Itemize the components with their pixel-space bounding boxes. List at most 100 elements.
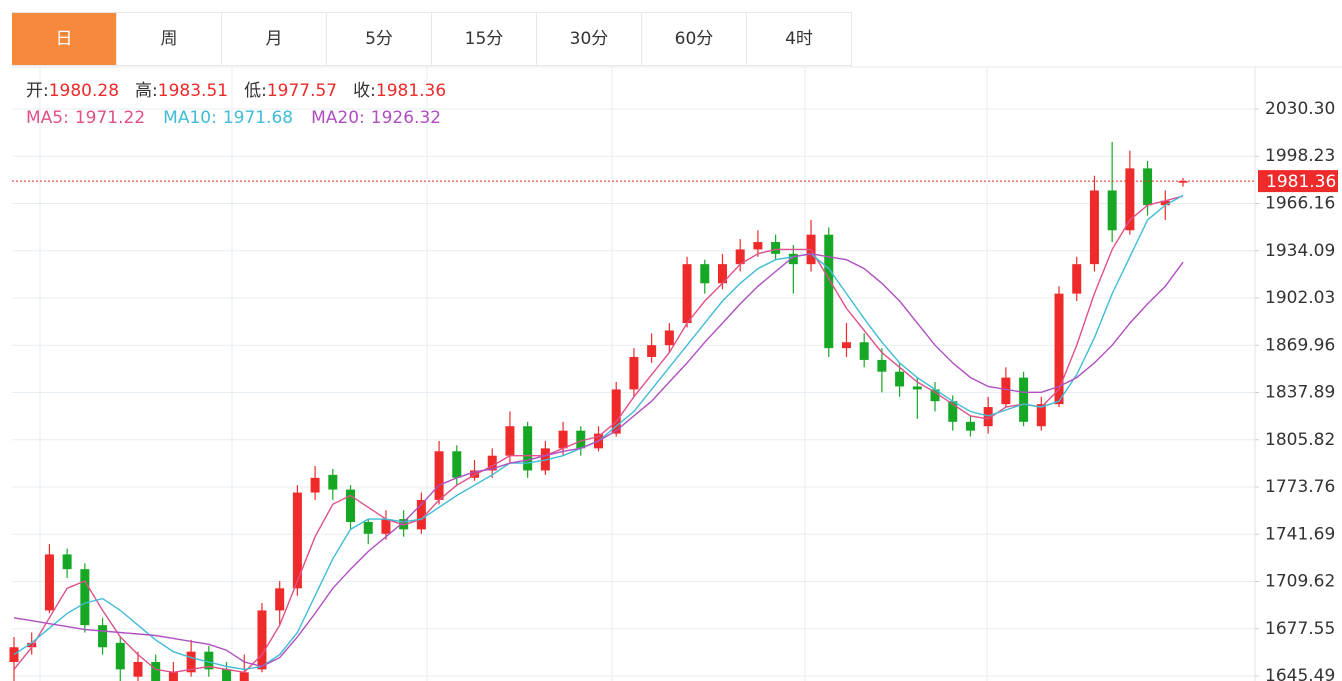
candle-body	[239, 672, 249, 681]
candle-body	[1036, 404, 1046, 427]
candle-body	[399, 519, 409, 530]
candle-body	[186, 651, 196, 673]
candle-body	[310, 477, 320, 493]
legend-value: 1926.32	[371, 108, 441, 128]
candle-body	[1001, 377, 1011, 405]
y-tick-label: 1709.62	[1265, 572, 1335, 592]
candle-body	[328, 474, 338, 490]
info-label: 高:	[135, 81, 158, 101]
y-tick-label: 2030.30	[1265, 99, 1335, 119]
candle-body	[1160, 200, 1170, 206]
candle-body	[824, 234, 834, 349]
candle-body	[1019, 377, 1029, 422]
candle-body	[682, 264, 692, 324]
ma-legend: MA5: 1971.22 MA10: 1971.68 MA20: 1926.32	[26, 108, 441, 128]
y-tick-label: 1773.76	[1265, 477, 1335, 497]
ma-line	[13, 195, 1184, 674]
candle-body	[753, 242, 763, 250]
candle-body	[895, 371, 905, 387]
candle-body	[62, 554, 72, 570]
candle-body	[257, 610, 267, 670]
candle-body	[1072, 264, 1082, 294]
info-value: 1977.57	[267, 81, 337, 101]
legend-value: 1971.68	[223, 108, 293, 128]
candle-body	[275, 588, 285, 611]
candle-body	[346, 489, 356, 523]
candle-body	[27, 642, 37, 648]
candle-body	[611, 389, 621, 434]
candle-body	[133, 661, 143, 677]
vertical-grid	[39, 67, 988, 681]
period-tab[interactable]: 5分	[327, 13, 432, 65]
period-tabs: 日周月 5分 15分 30分 60分 4时	[12, 12, 852, 66]
candle-body	[558, 430, 568, 449]
period-tab[interactable]: 30分	[537, 13, 642, 65]
candle-body	[80, 569, 90, 626]
candle-body	[381, 519, 391, 534]
candle-body	[788, 253, 798, 265]
candle-body	[717, 264, 727, 284]
candle-body	[98, 625, 108, 648]
period-tab[interactable]: 60分	[642, 13, 747, 65]
candle-body	[523, 426, 533, 471]
y-tick-label: 1902.03	[1265, 288, 1335, 308]
legend-name: MA5:	[26, 108, 69, 128]
info-value: 1983.51	[158, 81, 228, 101]
candle-body	[859, 342, 869, 360]
ohlc-info: 开:1980.28 高:1983.51 低:1977.57 收:1981.36	[26, 81, 446, 101]
candle-body	[948, 401, 958, 422]
candle-body	[1143, 168, 1153, 206]
candle-body	[9, 647, 19, 662]
candle-body	[700, 264, 710, 284]
candle-body	[487, 455, 497, 471]
candle-body	[930, 389, 940, 402]
candle-body	[44, 554, 54, 611]
candle-body	[647, 345, 657, 357]
candle-body	[1107, 190, 1117, 231]
candle-body	[151, 661, 161, 681]
candle-body	[204, 651, 214, 670]
candle-body	[363, 522, 373, 534]
candle-body	[1089, 190, 1099, 265]
period-tab[interactable]: 月	[222, 13, 327, 65]
info-label: 低:	[244, 81, 267, 101]
candle-body	[1178, 181, 1188, 183]
y-tick-label: 1934.09	[1265, 241, 1335, 261]
candle-body	[664, 330, 674, 346]
candle-body	[434, 451, 444, 500]
candle-body	[168, 672, 178, 681]
candle-body	[292, 492, 302, 589]
y-tick-label: 1869.96	[1265, 335, 1335, 355]
candle-body	[983, 407, 993, 427]
candle-body	[416, 499, 426, 530]
y-tick-label: 1645.49	[1265, 666, 1335, 681]
candle-body	[115, 642, 125, 670]
candle-body	[629, 356, 639, 390]
y-tick-label: 1805.82	[1265, 430, 1335, 450]
legend-name: MA20:	[311, 108, 365, 128]
info-label: 开:	[26, 81, 49, 101]
candle-body	[771, 242, 781, 254]
info-label: 收:	[353, 81, 376, 101]
period-tab[interactable]: 4时	[747, 13, 852, 65]
y-tick-label: 1998.23	[1265, 146, 1335, 166]
period-tab[interactable]: 15分	[432, 13, 537, 65]
candle-body	[505, 426, 515, 456]
y-tick-label: 1677.55	[1265, 619, 1335, 639]
y-tick-label: 1837.89	[1265, 383, 1335, 403]
candle-body	[222, 669, 232, 681]
candle-body	[965, 421, 975, 431]
candle-body	[576, 430, 586, 449]
candle-body	[912, 386, 922, 390]
y-tick-label: 1966.16	[1265, 194, 1335, 214]
candle-body	[841, 342, 851, 349]
candle-body	[452, 451, 462, 478]
price-label-box	[1258, 170, 1338, 193]
y-tick-label: 1741.69	[1265, 524, 1335, 544]
period-tab[interactable]: 日	[12, 13, 117, 65]
period-tab[interactable]: 周	[117, 13, 222, 65]
legend-name: MA10:	[163, 108, 217, 128]
price-label: 1981.36	[1266, 172, 1336, 192]
